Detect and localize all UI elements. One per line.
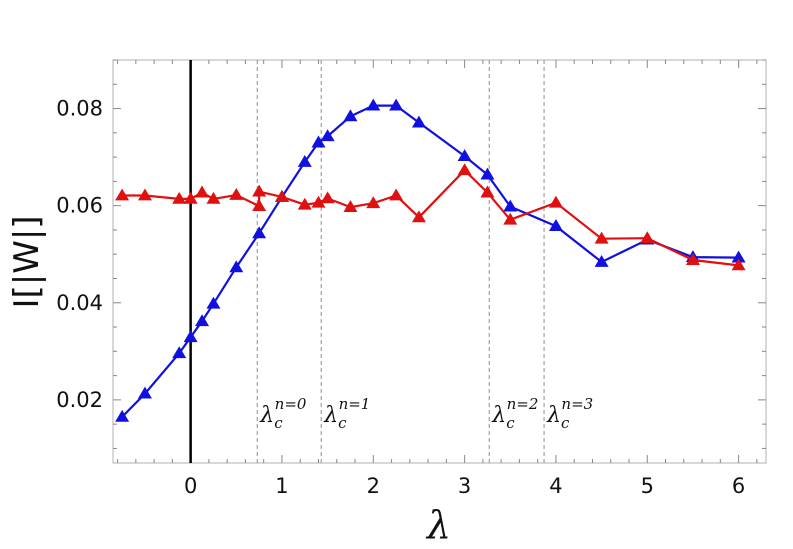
- series-0-point: [548, 219, 563, 231]
- series-1-point: [640, 231, 655, 244]
- series-0-point: [343, 109, 358, 122]
- y-axis-title: I[|W|]: [7, 215, 47, 308]
- series-1-point: [206, 191, 221, 204]
- series-0-point: [297, 154, 312, 167]
- series-1-point: [311, 195, 326, 208]
- critical-line-label: λcn=0: [259, 395, 307, 432]
- series-layer: [115, 98, 746, 422]
- series-0-point: [311, 135, 326, 148]
- series-0-point: [172, 346, 187, 359]
- series-1-point: [195, 185, 210, 198]
- plot-frame: [112, 59, 767, 464]
- series-1-point: [183, 191, 198, 204]
- series-1-point: [172, 191, 187, 204]
- series-1-point: [594, 231, 609, 244]
- ticks-layer: [113, 59, 766, 463]
- series-0-point: [115, 409, 130, 422]
- x-tick-label: 6: [732, 474, 745, 498]
- series-1-point: [731, 258, 746, 271]
- x-tick-label: 5: [641, 474, 654, 498]
- series-0-point: [252, 226, 267, 239]
- series-1-point: [274, 189, 289, 202]
- y-tick-label: 0.04: [56, 291, 103, 315]
- series-line-0: [121, 104, 739, 418]
- series-1-point: [480, 185, 495, 198]
- series-0-point: [503, 199, 518, 212]
- series-0-point: [206, 296, 221, 309]
- y-tick-label: 0.02: [56, 388, 103, 412]
- series-1-point: [343, 200, 358, 213]
- series-0-point: [229, 260, 244, 273]
- series-1-point: [548, 195, 563, 208]
- series-1-point: [685, 253, 700, 265]
- x-tick-label: 1: [275, 474, 288, 498]
- series-1-point: [252, 184, 267, 197]
- y-tick-label: 0.06: [56, 194, 103, 218]
- series-1-point: [115, 188, 130, 201]
- x-tick-label: 2: [367, 474, 380, 498]
- critical-line-label: λcn=1: [323, 395, 370, 432]
- series-1-point: [252, 199, 267, 212]
- series-1-point: [389, 188, 404, 201]
- series-1-point: [137, 188, 152, 201]
- critical-line-label: λcn=2: [491, 395, 538, 432]
- series-1-point: [229, 187, 244, 200]
- series-1-point: [366, 196, 381, 209]
- tick-labels-layer: 0 1 2 3 4 5 6 0.02 0.04 0.06 0.08: [56, 97, 745, 498]
- series-1-point: [503, 212, 518, 225]
- series-0-point: [366, 98, 381, 111]
- series-0-point: [411, 115, 426, 128]
- x-axis-title: λ: [425, 503, 451, 547]
- critical-lines-layer: λcn=0 λcn=1 λcn=2 λcn=3: [256, 60, 593, 463]
- series-0-point: [594, 254, 609, 267]
- series-line-1: [122, 168, 739, 267]
- critical-line-label: λcn=3: [546, 395, 593, 432]
- series-0-point: [137, 386, 152, 399]
- series-1-point: [457, 163, 472, 176]
- series-1-point: [320, 191, 335, 204]
- x-tick-label: 0: [184, 474, 197, 498]
- series-0-point: [320, 129, 335, 142]
- series-0-point: [195, 314, 210, 327]
- series-0-point: [183, 330, 198, 343]
- series-1-point: [297, 197, 312, 210]
- y-tick-label: 0.08: [56, 97, 103, 121]
- series-0-point: [389, 98, 404, 111]
- x-tick-label: 3: [458, 474, 471, 498]
- series-0-point: [457, 149, 472, 162]
- series-0-point: [731, 250, 746, 263]
- series-1-point: [411, 210, 426, 223]
- series-0-point: [480, 167, 495, 180]
- x-tick-label: 4: [549, 474, 562, 498]
